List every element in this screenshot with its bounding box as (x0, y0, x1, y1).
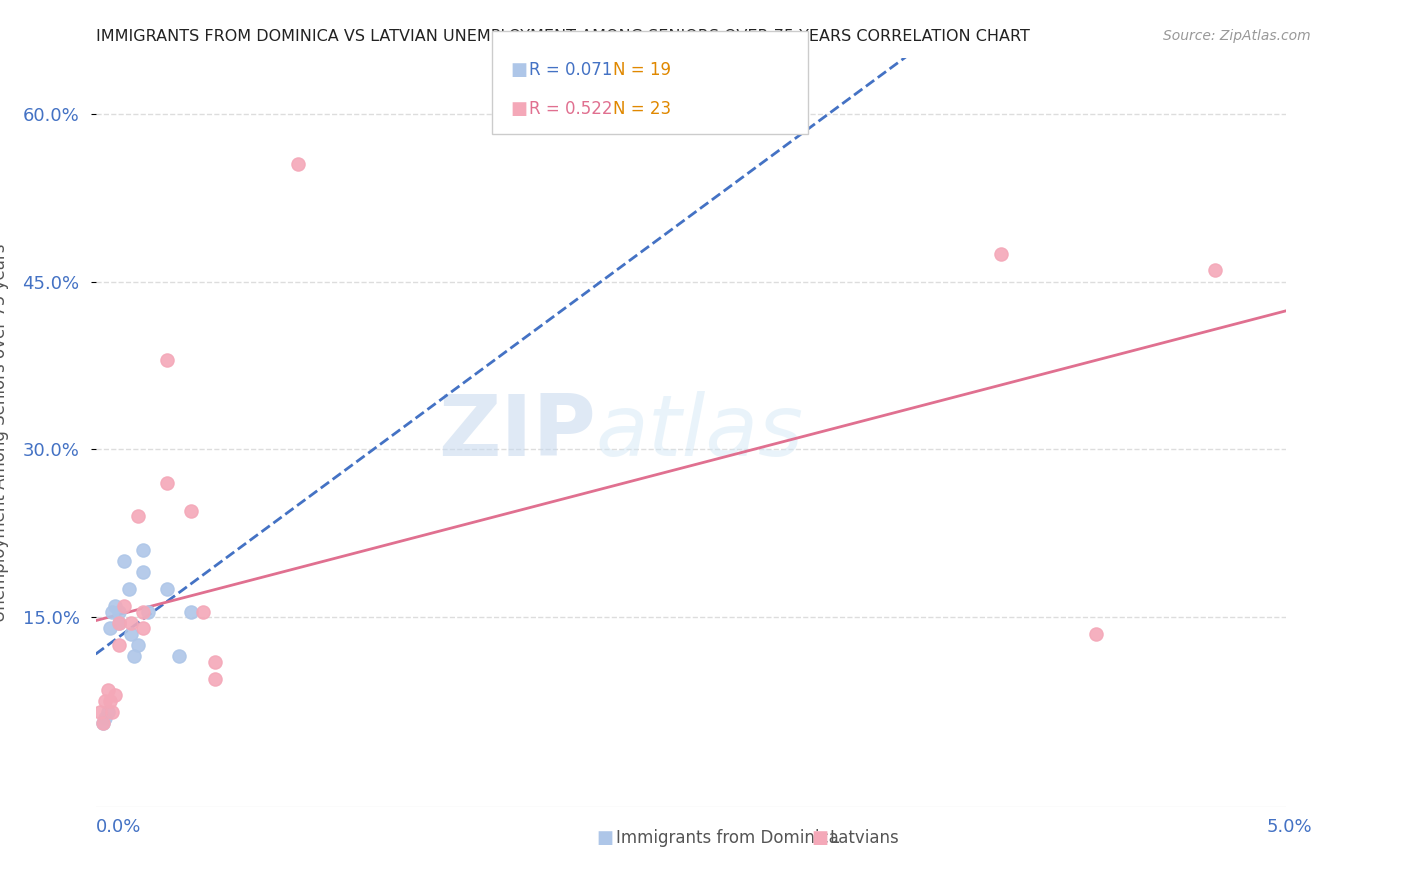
Text: ■: ■ (596, 830, 613, 847)
Text: Latvians: Latvians (830, 830, 900, 847)
Point (167, 649, 190, 664)
Text: N = 23: N = 23 (613, 100, 671, 118)
Point (120, 627, 142, 641)
Text: ■: ■ (811, 830, 828, 847)
Text: ■: ■ (510, 62, 527, 79)
Point (132, 566, 155, 580)
Point (94, 711, 117, 725)
Point (89, 705, 111, 719)
Point (108, 615, 131, 630)
Y-axis label: Unemployment Among Seniors over 75 years: Unemployment Among Seniors over 75 years (0, 244, 8, 622)
Text: 0.0%: 0.0% (96, 818, 141, 836)
Point (120, 615, 142, 630)
Point (112, 554, 135, 568)
Point (94, 694, 117, 708)
Point (132, 543, 155, 558)
Point (108, 605, 131, 619)
Point (91, 716, 114, 731)
Text: ■: ■ (510, 100, 527, 118)
Point (1204, 263, 1226, 277)
Point (108, 638, 131, 652)
Point (204, 655, 226, 669)
Point (96, 705, 118, 719)
Point (101, 605, 124, 619)
Point (127, 509, 149, 524)
Text: Source: ZipAtlas.com: Source: ZipAtlas.com (1163, 29, 1310, 43)
Point (990, 246, 1012, 260)
Point (122, 649, 145, 664)
Point (108, 615, 131, 630)
Point (1084, 627, 1107, 641)
Point (98, 621, 121, 635)
Point (136, 605, 159, 619)
Point (156, 353, 179, 368)
Point (98, 694, 121, 708)
Text: 5.0%: 5.0% (1267, 818, 1312, 836)
Point (156, 582, 179, 597)
Text: atlas: atlas (596, 391, 804, 475)
Point (180, 504, 202, 518)
Text: N = 19: N = 19 (613, 62, 671, 79)
Point (132, 621, 155, 635)
Point (91, 716, 114, 731)
Text: Immigrants from Dominica: Immigrants from Dominica (616, 830, 838, 847)
Point (180, 605, 202, 619)
Point (156, 475, 179, 490)
Text: ZIP: ZIP (439, 391, 596, 475)
Text: R = 0.071: R = 0.071 (529, 62, 612, 79)
Point (96, 682, 118, 697)
Point (204, 672, 226, 686)
Point (104, 599, 127, 613)
Point (191, 605, 214, 619)
Point (287, 157, 309, 171)
Point (127, 638, 149, 652)
Point (132, 605, 155, 619)
Point (112, 599, 135, 613)
Text: IMMIGRANTS FROM DOMINICA VS LATVIAN UNEMPLOYMENT AMONG SENIORS OVER 75 YEARS COR: IMMIGRANTS FROM DOMINICA VS LATVIAN UNEM… (96, 29, 1029, 44)
Text: R = 0.522: R = 0.522 (529, 100, 612, 118)
Point (118, 582, 141, 597)
Point (104, 689, 127, 703)
Point (101, 705, 124, 719)
